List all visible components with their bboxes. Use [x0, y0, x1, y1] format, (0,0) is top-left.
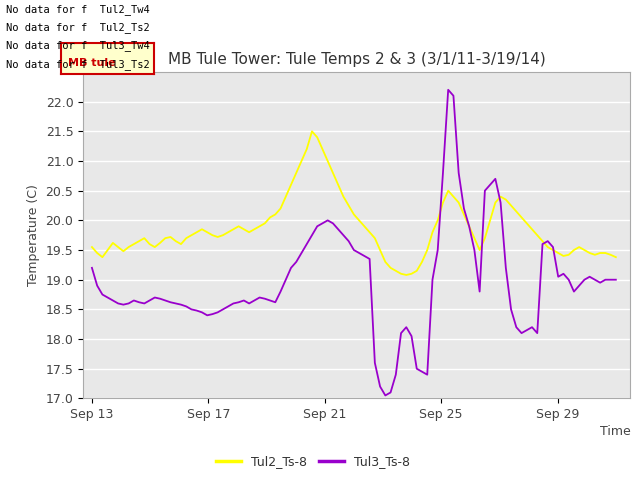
- Y-axis label: Temperature (C): Temperature (C): [27, 184, 40, 286]
- Text: No data for f  Tul3_Tw4: No data for f Tul3_Tw4: [6, 40, 150, 51]
- Text: No data for f  Tul3_Ts2: No data for f Tul3_Ts2: [6, 59, 150, 70]
- Text: Time: Time: [600, 424, 630, 437]
- Title: MB Tule Tower: Tule Temps 2 & 3 (3/1/11-3/19/14): MB Tule Tower: Tule Temps 2 & 3 (3/1/11-…: [168, 52, 546, 67]
- Text: MB tule: MB tule: [68, 59, 116, 69]
- Text: No data for f  Tul2_Tw4: No data for f Tul2_Tw4: [6, 4, 150, 15]
- Legend: Tul2_Ts-8, Tul3_Ts-8: Tul2_Ts-8, Tul3_Ts-8: [211, 450, 415, 473]
- Text: No data for f  Tul2_Ts2: No data for f Tul2_Ts2: [6, 22, 150, 33]
